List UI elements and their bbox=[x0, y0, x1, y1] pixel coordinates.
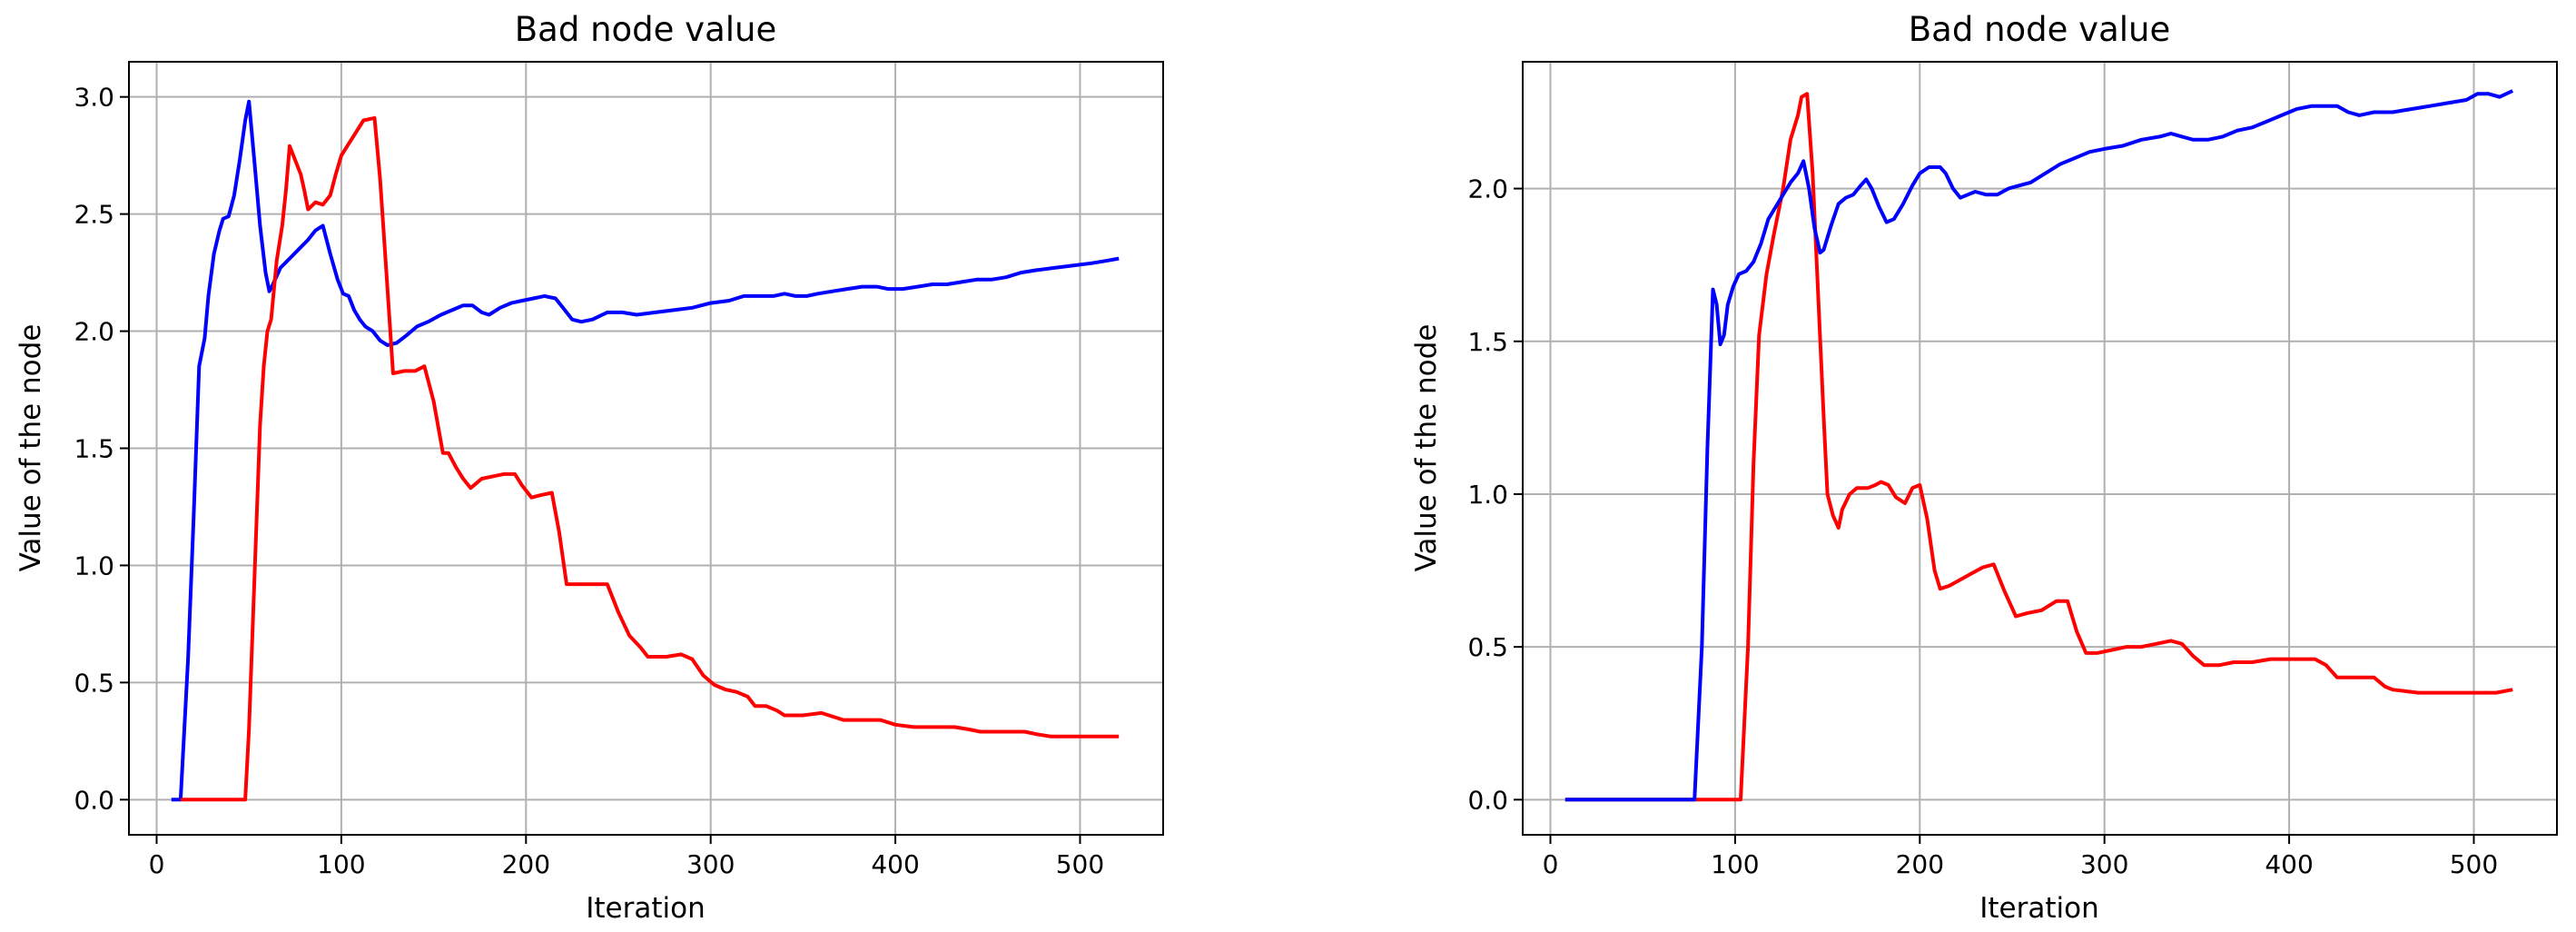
series-line-1 bbox=[1564, 89, 2514, 802]
series-line-1 bbox=[180, 115, 1120, 802]
x-tick-label: 400 bbox=[871, 849, 919, 879]
y-tick-label: 1.0 bbox=[74, 550, 114, 580]
y-tick-label: 3.0 bbox=[74, 83, 114, 113]
y-axis-label: Value of the node bbox=[15, 324, 47, 572]
x-axis-label: Iteration bbox=[1979, 892, 2099, 925]
y-axis-label: Value of the node bbox=[1410, 324, 1443, 572]
x-tick-label: 100 bbox=[317, 849, 365, 879]
x-tick-label: 0 bbox=[1543, 849, 1559, 879]
x-tick-label: 200 bbox=[502, 849, 550, 879]
chart-title: Bad node value bbox=[1909, 10, 2170, 49]
chart-right: 0 100 200 300 400 500 0.0 0.5 1.0 1.5 2.0 Bad node… bbox=[1410, 10, 2558, 925]
x-tick-label: 0 bbox=[149, 849, 165, 879]
x-tick-label: 500 bbox=[2450, 849, 2498, 879]
y-tick-label: 0.0 bbox=[1467, 785, 1508, 815]
x-axis-label: Iteration bbox=[586, 892, 706, 925]
y-tick-label: 0.5 bbox=[1467, 632, 1508, 662]
x-tick-label: 400 bbox=[2265, 849, 2313, 879]
x-tick-label: 300 bbox=[2080, 849, 2128, 879]
x-tick-label: 500 bbox=[1056, 849, 1104, 879]
x-tick-label: 200 bbox=[1896, 849, 1944, 879]
plot-frame bbox=[1522, 61, 2558, 836]
y-tick-label: 1.5 bbox=[1467, 327, 1508, 357]
y-tick-label: 0.5 bbox=[74, 668, 114, 698]
y-tick-label: 1.5 bbox=[74, 434, 114, 464]
x-tick-label: 100 bbox=[1711, 849, 1759, 879]
chart-title: Bad node value bbox=[515, 10, 776, 49]
y-tick-label: 0.0 bbox=[74, 785, 114, 815]
x-tick-label: 300 bbox=[686, 849, 735, 879]
series-line-0 bbox=[171, 99, 1120, 802]
y-tick-label: 2.0 bbox=[1467, 174, 1508, 204]
y-tick-label: 2.5 bbox=[74, 200, 114, 230]
chart-left: 0 100 200 300 400 500 0.0 0.5 1.0 1.5 2.0 2.5 3.0 Ba… bbox=[15, 10, 1164, 925]
series-line-0 bbox=[1564, 92, 2513, 802]
y-tick-label: 1.0 bbox=[1467, 480, 1508, 510]
y-tick-label: 2.0 bbox=[74, 317, 114, 347]
